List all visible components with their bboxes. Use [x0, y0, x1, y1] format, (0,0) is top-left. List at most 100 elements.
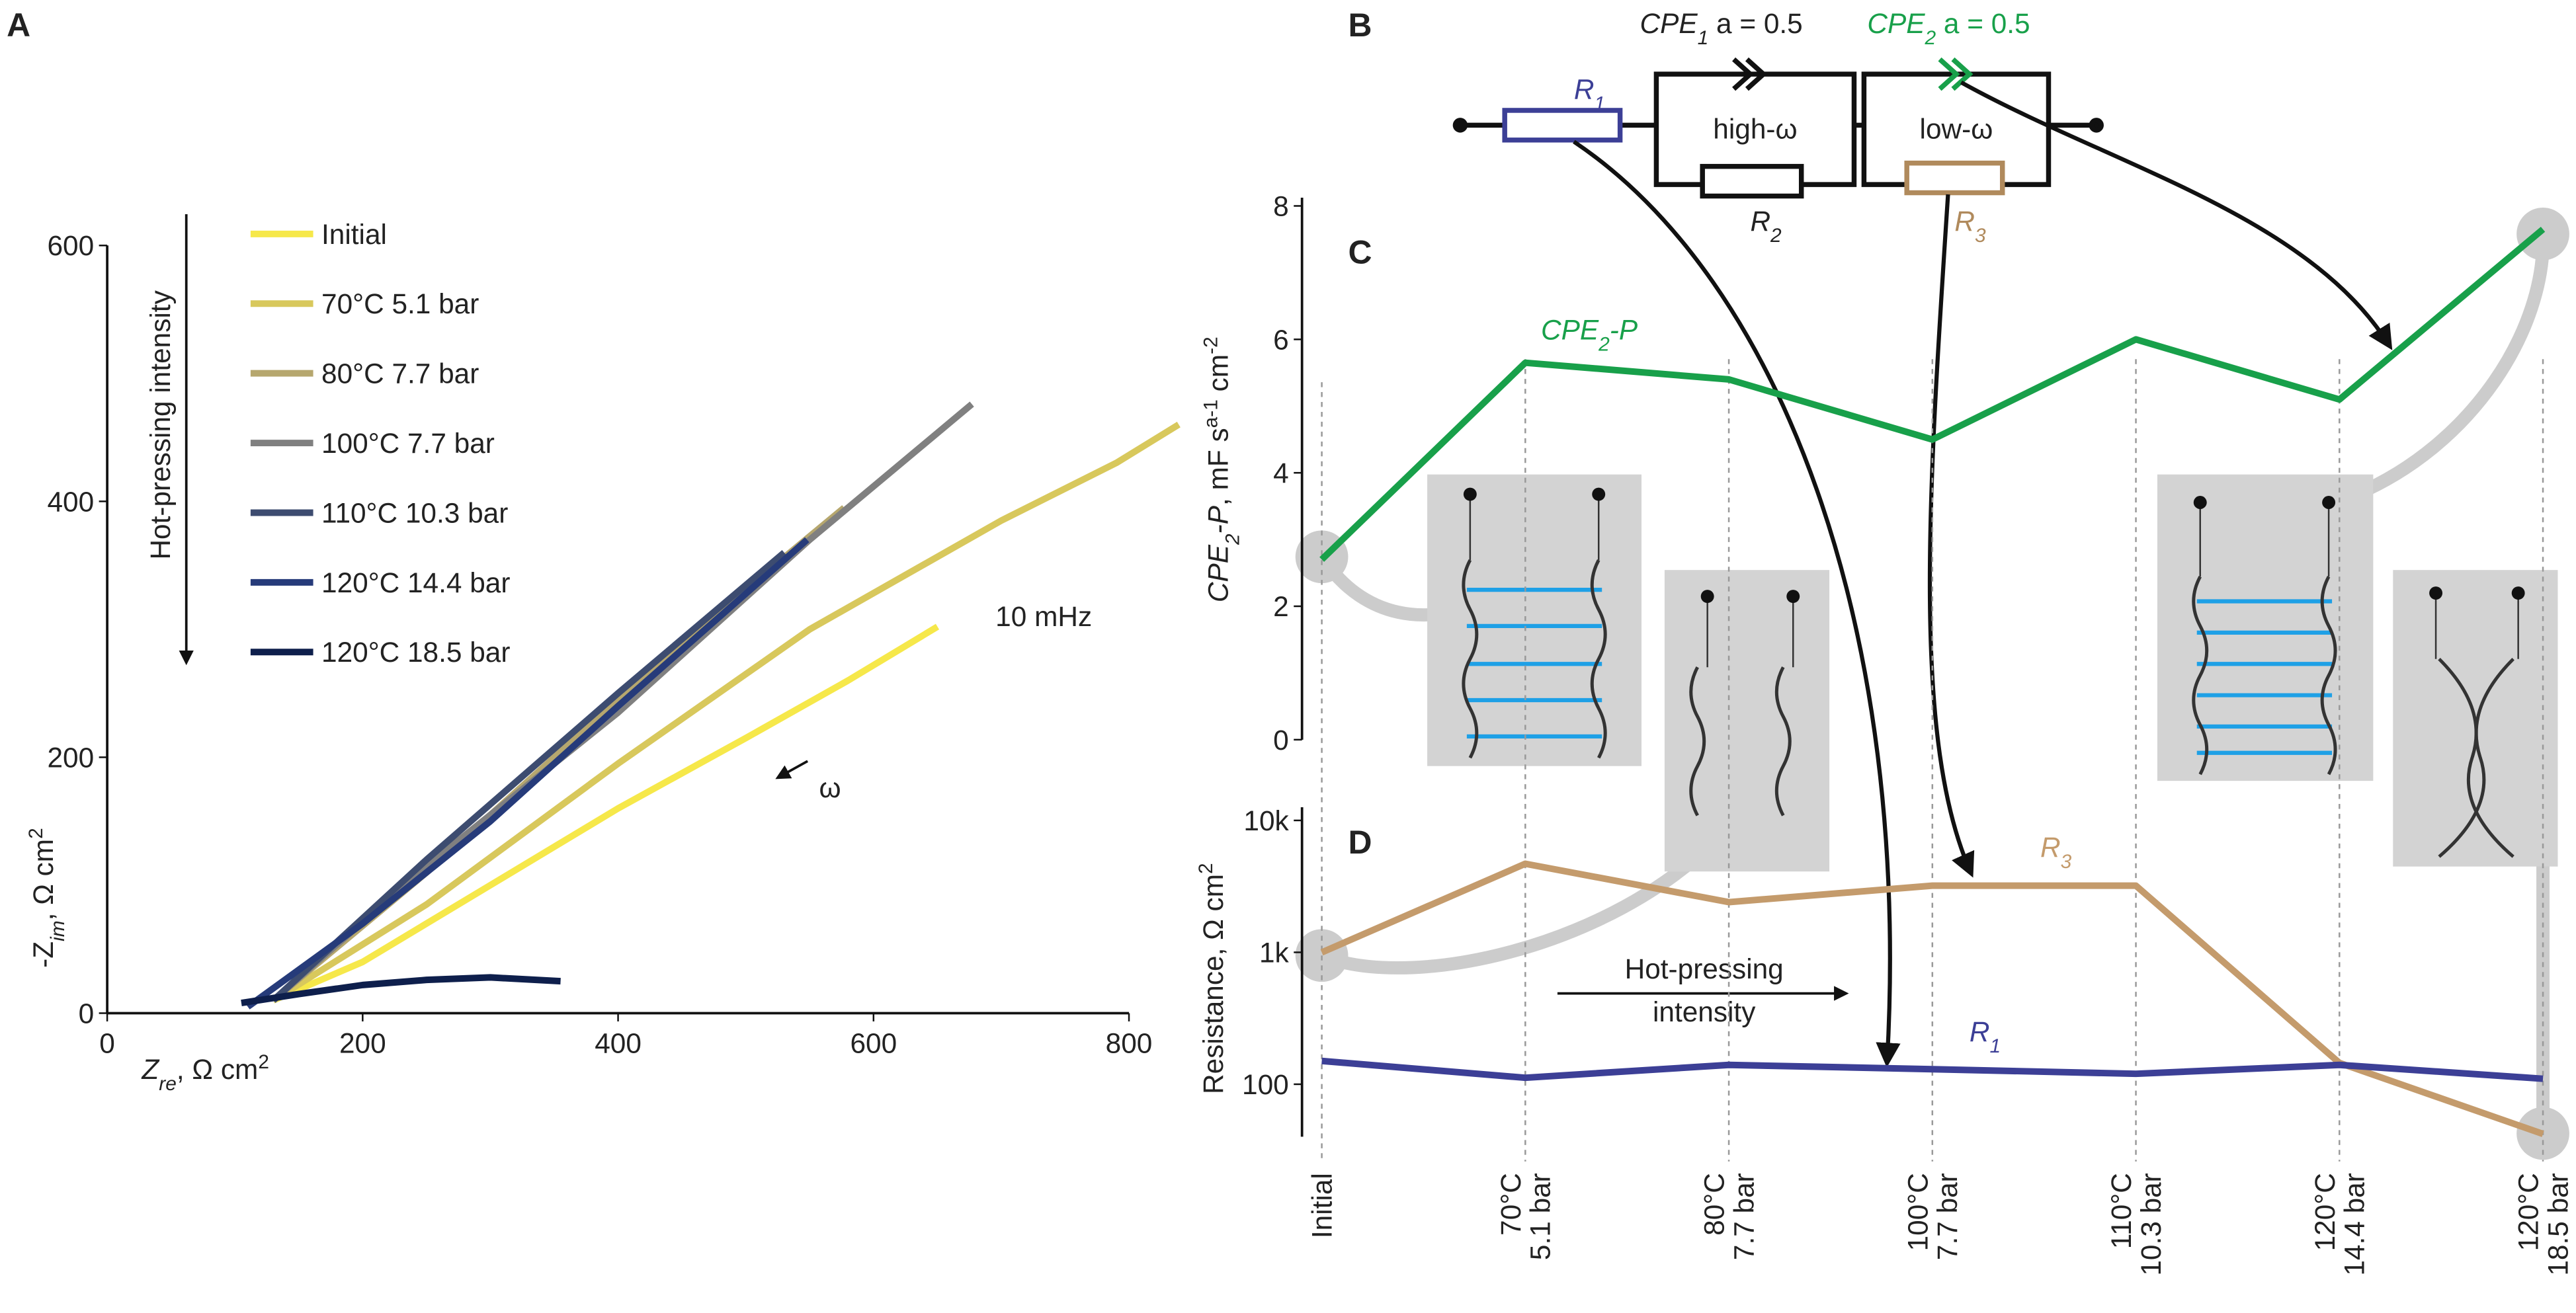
circuit-label: R2 — [1750, 206, 1782, 246]
label-part: CPE — [1541, 314, 1599, 345]
label-part: 3 — [2061, 850, 2072, 872]
annotation: ω — [819, 772, 841, 803]
panel-label: D — [1348, 824, 1372, 861]
label-part: 2 — [258, 1051, 269, 1073]
y-tick-label: 8 — [1273, 190, 1289, 221]
x-axis-label: Zre, Ω cm2 — [141, 1051, 269, 1095]
label-part: 1 — [1989, 1035, 2001, 1056]
y-tick-label: 2 — [1273, 591, 1289, 622]
x-tick-label: 7.7 bar — [1728, 1173, 1759, 1260]
label-part: R — [1954, 206, 1975, 237]
label-part: , Ω cm — [28, 839, 59, 920]
label-part: R — [1750, 206, 1770, 237]
x-tick-label: 110°C — [2106, 1173, 2137, 1249]
label-part: im — [46, 920, 68, 941]
legend-label: 70°C 5.1 bar — [321, 288, 479, 319]
label-part: re — [159, 1073, 177, 1095]
label-part: 2 — [1924, 26, 1936, 48]
label-part: 2 — [1222, 534, 1243, 545]
arrow — [775, 760, 809, 779]
y-tick-label: 4 — [1273, 458, 1289, 489]
cpe-symbol — [1938, 57, 1974, 91]
circuit-label: R1 — [1574, 74, 1605, 115]
label-part: -2 — [1200, 337, 1222, 354]
label-part: cm — [1203, 354, 1234, 399]
x-tick-label: 400 — [595, 1027, 642, 1058]
y-axis-label: CPE2-P, mF sa-1 cm-2 — [1200, 337, 1243, 602]
legend-label: 110°C 10.3 bar — [321, 497, 508, 528]
y-tick-label: 0 — [1273, 725, 1289, 756]
y-axis-label: -Zim, Ω cm2 — [24, 828, 68, 968]
legend-label: 120°C 18.5 bar — [321, 637, 510, 668]
legend-label: 120°C 14.4 bar — [321, 567, 510, 598]
y-tick-label: 600 — [47, 230, 94, 261]
label-part: -P — [1610, 314, 1638, 345]
annotation: intensity — [1653, 996, 1756, 1027]
annotation: 10 mHz — [995, 601, 1092, 632]
label-part: 2 — [1195, 863, 1217, 874]
data-line — [1321, 1057, 2544, 1082]
data-line — [1319, 227, 2546, 562]
decoration — [1295, 207, 2569, 1160]
label-part: a = 0.5 — [1936, 8, 2030, 39]
x-tick-label: 120°C — [2309, 1173, 2341, 1251]
y-tick-label: 0 — [79, 998, 95, 1029]
panel-label: C — [1348, 234, 1372, 271]
data-line — [245, 537, 810, 1010]
panel-label: A — [7, 7, 30, 44]
y-tick-label: 1k — [1259, 937, 1290, 968]
label-part: a-1 — [1200, 399, 1222, 428]
circuit-label: low-ω — [1920, 113, 1993, 144]
plot: 0 200 400 600 800 0 200 400 600 Initial 70°C5.1 ba… — [47, 190, 2573, 1275]
resistor — [1904, 160, 2005, 196]
y-tick-label: 200 — [47, 742, 94, 773]
legend-label: 80°C 7.7 bar — [321, 358, 479, 389]
label-part: 3 — [1975, 224, 1986, 246]
series-label: R1 — [1970, 1016, 2001, 1057]
y-tick-label: 100 — [1242, 1069, 1289, 1100]
data-line — [241, 974, 561, 1006]
data-line — [271, 421, 1181, 1004]
label-part: a = 0.5 — [1708, 8, 1802, 39]
label-part: 2 — [1770, 224, 1782, 246]
label-part: R — [2040, 832, 2061, 863]
label-part: 2 — [1598, 333, 1610, 355]
circuit-label: CPE1 a = 0.5 — [1640, 8, 1803, 48]
x-tick-label: 80°C — [1699, 1173, 1730, 1236]
label-part: 1 — [1698, 26, 1709, 48]
x-tick-label: 200 — [339, 1027, 386, 1058]
circuit — [1452, 57, 2104, 199]
label-part: CPE — [1867, 8, 1925, 39]
legend-label: Initial — [321, 219, 387, 250]
label-part: R — [1574, 74, 1595, 105]
circuit-label: R3 — [1954, 206, 1986, 246]
label-part: Resistance, Ω cm — [1198, 874, 1229, 1094]
label-part: , mF s — [1203, 428, 1234, 506]
label-part: , Ω cm — [177, 1054, 258, 1085]
x-tick-label: 7.7 bar — [1932, 1173, 1963, 1260]
y-axis-label: Resistance, Ω cm2 — [1195, 863, 1229, 1094]
x-tick-label: 800 — [1106, 1027, 1153, 1058]
x-tick-label: 100°C — [1902, 1173, 1933, 1251]
annotation: Hot-pressing intensity — [145, 290, 176, 559]
circuit-label: CPE2 a = 0.5 — [1867, 8, 2030, 48]
x-tick-label: 600 — [850, 1027, 897, 1058]
label-part: -Z — [28, 941, 59, 968]
label-part: R — [1970, 1016, 1990, 1047]
annotation: Hot-pressing — [1625, 953, 1784, 984]
label-part: CPE — [1203, 544, 1234, 602]
x-tick-label: 5.1 bar — [1525, 1173, 1556, 1260]
label-part: -P — [1203, 506, 1234, 534]
y-tick-label: 10k — [1243, 805, 1289, 836]
panel-label: B — [1348, 7, 1372, 44]
y-tick-label: 6 — [1273, 324, 1289, 355]
x-tick-label: 14.4 bar — [2339, 1173, 2370, 1275]
data-line — [272, 623, 940, 1004]
resistor — [1502, 108, 1623, 143]
legend-label: 100°C 7.7 bar — [321, 428, 495, 459]
x-tick-label: 70°C — [1495, 1173, 1526, 1236]
label-part: CPE — [1640, 8, 1698, 39]
circuit-label: high-ω — [1713, 113, 1797, 144]
